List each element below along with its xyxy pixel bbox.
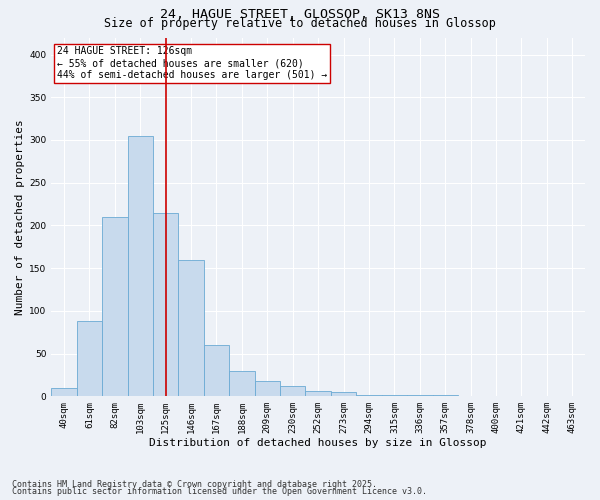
Bar [128,136,153,396]
Bar [254,381,280,396]
Bar [305,391,331,396]
X-axis label: Distribution of detached houses by size in Glossop: Distribution of detached houses by size … [149,438,487,448]
Text: 24, HAGUE STREET, GLOSSOP, SK13 8NS: 24, HAGUE STREET, GLOSSOP, SK13 8NS [160,8,440,20]
Text: Size of property relative to detached houses in Glossop: Size of property relative to detached ho… [104,18,496,30]
Bar [102,217,128,396]
Text: 24 HAGUE STREET: 126sqm
← 55% of detached houses are smaller (620)
44% of semi-d: 24 HAGUE STREET: 126sqm ← 55% of detache… [56,46,327,80]
Y-axis label: Number of detached properties: Number of detached properties [15,119,25,314]
Bar [331,392,356,396]
Bar [204,345,229,396]
Bar [382,394,407,396]
Bar [356,394,382,396]
Text: Contains HM Land Registry data © Crown copyright and database right 2025.: Contains HM Land Registry data © Crown c… [12,480,377,489]
Bar [153,212,178,396]
Bar [77,321,102,396]
Bar [178,260,204,396]
Bar [280,386,305,396]
Text: Contains public sector information licensed under the Open Government Licence v3: Contains public sector information licen… [12,487,427,496]
Bar [229,370,254,396]
Bar [51,388,77,396]
